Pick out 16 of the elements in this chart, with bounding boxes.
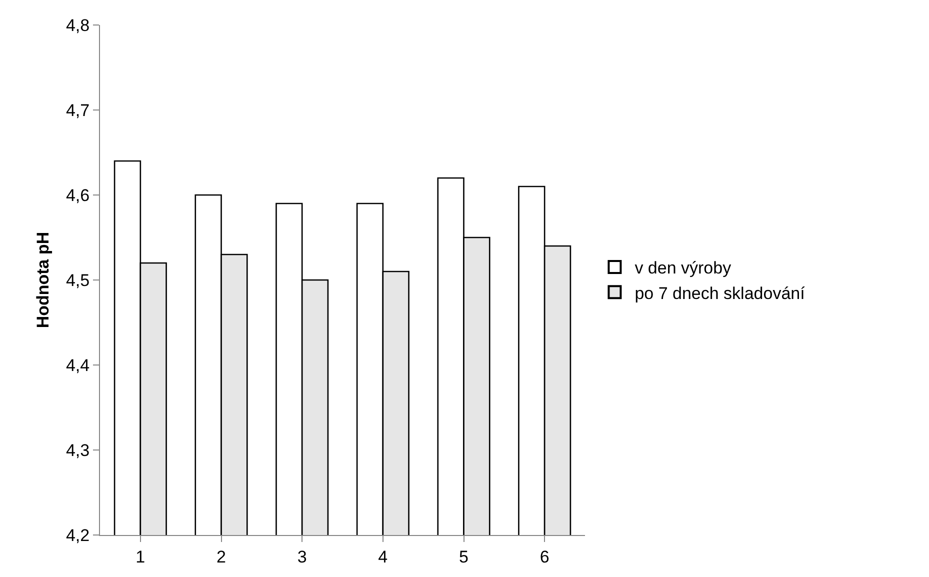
y-tick-label: 4,7 <box>66 100 90 120</box>
x-tick-label: 2 <box>216 547 226 566</box>
y-tick-label: 4,8 <box>66 16 90 35</box>
legend-label: po 7 dnech skladování <box>634 284 806 303</box>
y-tick-label: 4,5 <box>66 270 90 290</box>
y-tick-label: 4,2 <box>66 526 90 545</box>
y-axis-title: Hodnota pH <box>34 232 53 328</box>
y-tick-label: 4,4 <box>66 356 90 375</box>
x-tick-label: 1 <box>136 547 146 566</box>
y-tick-label: 4,6 <box>66 186 90 205</box>
x-tick-label: 3 <box>297 547 307 566</box>
x-tick-label: 5 <box>459 547 468 566</box>
x-tick-label: 4 <box>378 547 388 566</box>
legend-label: v den výroby <box>634 258 732 278</box>
y-tick-label: 4,3 <box>66 440 90 460</box>
x-tick-label: 6 <box>540 547 550 566</box>
